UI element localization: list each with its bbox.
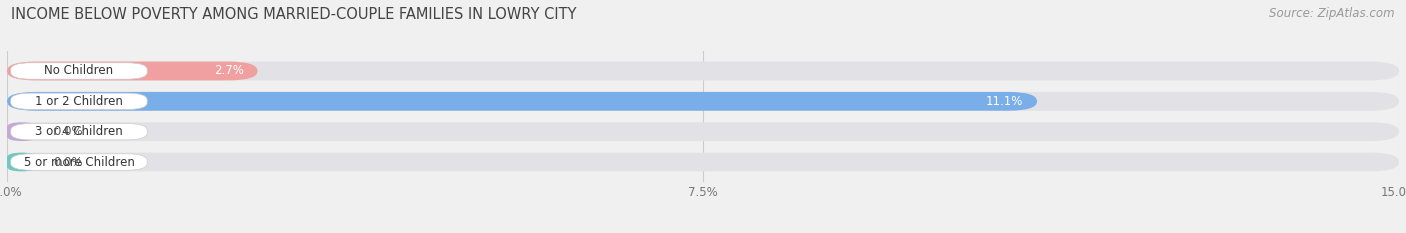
Text: 3 or 4 Children: 3 or 4 Children — [35, 125, 122, 138]
Text: 0.0%: 0.0% — [53, 155, 83, 168]
Text: 11.1%: 11.1% — [986, 95, 1024, 108]
FancyBboxPatch shape — [7, 122, 1399, 141]
FancyBboxPatch shape — [7, 62, 1399, 80]
FancyBboxPatch shape — [7, 92, 1038, 111]
Text: 5 or more Children: 5 or more Children — [24, 155, 135, 168]
FancyBboxPatch shape — [7, 153, 37, 171]
FancyBboxPatch shape — [11, 93, 148, 110]
FancyBboxPatch shape — [11, 154, 148, 170]
FancyBboxPatch shape — [11, 123, 148, 140]
Text: 1 or 2 Children: 1 or 2 Children — [35, 95, 122, 108]
FancyBboxPatch shape — [7, 62, 257, 80]
FancyBboxPatch shape — [7, 122, 37, 141]
FancyBboxPatch shape — [7, 153, 1399, 171]
FancyBboxPatch shape — [7, 92, 1399, 111]
Text: 2.7%: 2.7% — [214, 65, 243, 78]
Text: Source: ZipAtlas.com: Source: ZipAtlas.com — [1270, 7, 1395, 20]
Text: 0.0%: 0.0% — [53, 125, 83, 138]
Text: No Children: No Children — [45, 65, 114, 78]
FancyBboxPatch shape — [11, 63, 148, 79]
Text: INCOME BELOW POVERTY AMONG MARRIED-COUPLE FAMILIES IN LOWRY CITY: INCOME BELOW POVERTY AMONG MARRIED-COUPL… — [11, 7, 576, 22]
